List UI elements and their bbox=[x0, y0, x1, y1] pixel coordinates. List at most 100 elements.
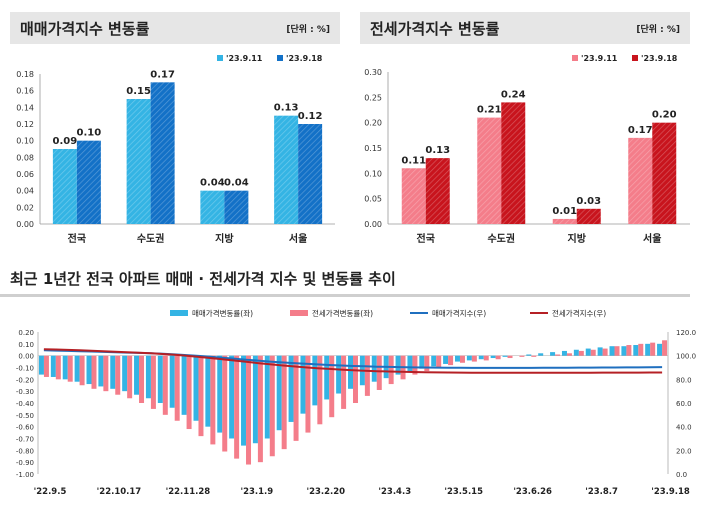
trend-legend-label: 매매가격변동률(좌) bbox=[192, 308, 253, 318]
trend-sale-change-bar bbox=[252, 355, 258, 444]
trend-jeonse-change-bar bbox=[162, 355, 168, 415]
trend-jeonse-change-bar bbox=[198, 355, 204, 437]
trend-left-tick-label: 0.00 bbox=[18, 353, 34, 361]
trend-sale-change-bar bbox=[478, 355, 484, 360]
trend-left-tick-label: -0.80 bbox=[16, 447, 34, 455]
jeonse-legend-label: '23.9.11 bbox=[581, 54, 618, 63]
sale-ytick-label: 0.16 bbox=[16, 87, 34, 96]
sale-bar-value-label: 0.15 bbox=[126, 86, 151, 97]
trend-jeonse-change-bar bbox=[103, 355, 109, 392]
jeonse-bar-1 bbox=[628, 137, 653, 224]
trend-jeonse-change-bar bbox=[602, 348, 608, 356]
trend-jeonse-change-bar bbox=[293, 355, 299, 441]
trend-sale-change-bar bbox=[300, 355, 306, 414]
trend-left-tick-label: -0.60 bbox=[16, 424, 34, 432]
trend-jeonse-change-bar bbox=[67, 355, 73, 382]
sale-panel-unit: [단위 : %] bbox=[286, 25, 330, 35]
sale-bar-value-label: 0.13 bbox=[274, 103, 299, 114]
trend-jeonse-change-bar bbox=[531, 355, 537, 357]
jeonse-bar-value-label: 0.24 bbox=[501, 89, 526, 100]
jeonse-category-label: 지방 bbox=[568, 232, 587, 245]
trend-jeonse-change-bar bbox=[43, 355, 49, 377]
jeonse-ytick-label: 0.10 bbox=[364, 169, 382, 178]
trend-sale-change-bar bbox=[573, 349, 579, 356]
trend-sale-change-bar bbox=[86, 355, 92, 385]
trend-jeonse-change-bar bbox=[519, 355, 525, 357]
trend-sale-change-bar bbox=[276, 355, 282, 431]
trend-jeonse-change-bar bbox=[55, 355, 61, 380]
trend-sale-change-bar bbox=[193, 355, 199, 421]
trend-sale-change-bar bbox=[38, 355, 44, 375]
jeonse-bar-value-label: 0.20 bbox=[652, 110, 677, 121]
sale-bar-1 bbox=[200, 190, 225, 224]
trend-jeonse-change-bar bbox=[317, 355, 323, 425]
sale-panel-title: 매매가격지수 변동률 bbox=[20, 20, 150, 38]
sale-bar-2 bbox=[224, 190, 249, 224]
trend-x-tick-label: '22.9.5 bbox=[34, 487, 67, 497]
trend-jeonse-change-bar bbox=[412, 355, 418, 375]
trend-sale-change-bar bbox=[74, 355, 80, 382]
jeonse-ytick-label: 0.15 bbox=[364, 144, 382, 153]
trend-jeonse-change-bar bbox=[281, 355, 287, 450]
trend-jeonse-change-bar bbox=[186, 355, 192, 430]
sale-bar-1 bbox=[274, 115, 299, 224]
trend-sale-change-bar bbox=[645, 343, 651, 356]
jeonse-panel-unit: [단위 : %] bbox=[636, 25, 680, 35]
trend-sale-change-bar bbox=[122, 355, 128, 392]
trend-jeonse-change-bar bbox=[150, 355, 156, 409]
jeonse-bar-value-label: 0.17 bbox=[628, 125, 653, 136]
jeonse-bar-1 bbox=[401, 168, 426, 224]
sale-ytick-label: 0.10 bbox=[16, 137, 34, 146]
trend-sale-change-bar bbox=[229, 355, 235, 439]
trend-jeonse-change-bar bbox=[305, 355, 311, 433]
trend-jeonse-change-bar bbox=[139, 355, 145, 403]
trend-jeonse-change-bar bbox=[590, 349, 596, 356]
trend-sale-change-bar bbox=[609, 346, 615, 356]
jeonse-ytick-label: 0.30 bbox=[364, 68, 382, 77]
trend-sale-change-bar bbox=[264, 355, 270, 439]
trend-jeonse-change-bar bbox=[638, 343, 644, 356]
trend-legend-swatch bbox=[290, 310, 308, 316]
trend-sale-change-bar bbox=[443, 355, 449, 364]
trend-sale-change-bar bbox=[62, 355, 68, 380]
trend-sale-change-bar bbox=[538, 353, 544, 356]
trend-jeonse-change-bar bbox=[353, 355, 358, 403]
trend-x-tick-label: '23.4.3 bbox=[378, 487, 411, 497]
jeonse-bar-2 bbox=[501, 102, 526, 224]
trend-jeonse-change-bar bbox=[79, 355, 85, 386]
jeonse-bar-value-label: 0.13 bbox=[425, 145, 450, 156]
trend-sale-change-bar bbox=[431, 355, 437, 367]
trend-left-tick-label: -0.50 bbox=[16, 412, 34, 420]
trend-right-tick-label: 0.0 bbox=[676, 471, 687, 479]
trend-sale-change-bar bbox=[550, 352, 556, 356]
trend-sale-change-bar bbox=[585, 348, 591, 356]
trend-sale-change-bar bbox=[621, 346, 627, 356]
jeonse-bar-value-label: 0.21 bbox=[477, 105, 502, 116]
trend-legend-label: 전세가격변동률(좌) bbox=[312, 308, 373, 318]
sale-bar-1 bbox=[52, 149, 77, 224]
jeonse-bar-2 bbox=[652, 122, 677, 224]
sale-bar-2 bbox=[150, 82, 175, 224]
trend-sale-change-bar bbox=[336, 355, 342, 394]
trend-jeonse-change-bar bbox=[127, 355, 133, 399]
trend-jeonse-change-bar bbox=[471, 355, 477, 362]
trend-sale-change-bar bbox=[561, 350, 567, 356]
trend-sale-change-bar bbox=[241, 355, 247, 446]
jeonse-bar-value-label: 0.11 bbox=[401, 155, 426, 166]
jeonse-ytick-label: 0.20 bbox=[364, 119, 382, 128]
trend-sale-change-bar bbox=[454, 355, 460, 362]
jeonse-ytick-label: 0.05 bbox=[364, 195, 382, 204]
trend-jeonse-change-bar bbox=[269, 355, 275, 457]
trend-jeonse-change-bar bbox=[495, 355, 501, 360]
trend-jeonse-change-bar bbox=[174, 355, 180, 421]
trend-jeonse-change-bar bbox=[578, 350, 584, 356]
trend-sale-change-bar bbox=[288, 355, 294, 422]
sale-ytick-label: 0.04 bbox=[16, 187, 34, 196]
trend-jeonse-change-bar bbox=[483, 355, 489, 361]
trend-x-tick-label: '22.11.28 bbox=[166, 487, 211, 497]
trend-jeonse-change-bar bbox=[234, 355, 240, 459]
trend-jeonse-change-bar bbox=[91, 355, 97, 389]
trend-sale-change-bar bbox=[50, 355, 56, 377]
trend-sale-change-bar bbox=[169, 355, 175, 408]
sale-legend-label: '23.9.18 bbox=[286, 54, 323, 63]
